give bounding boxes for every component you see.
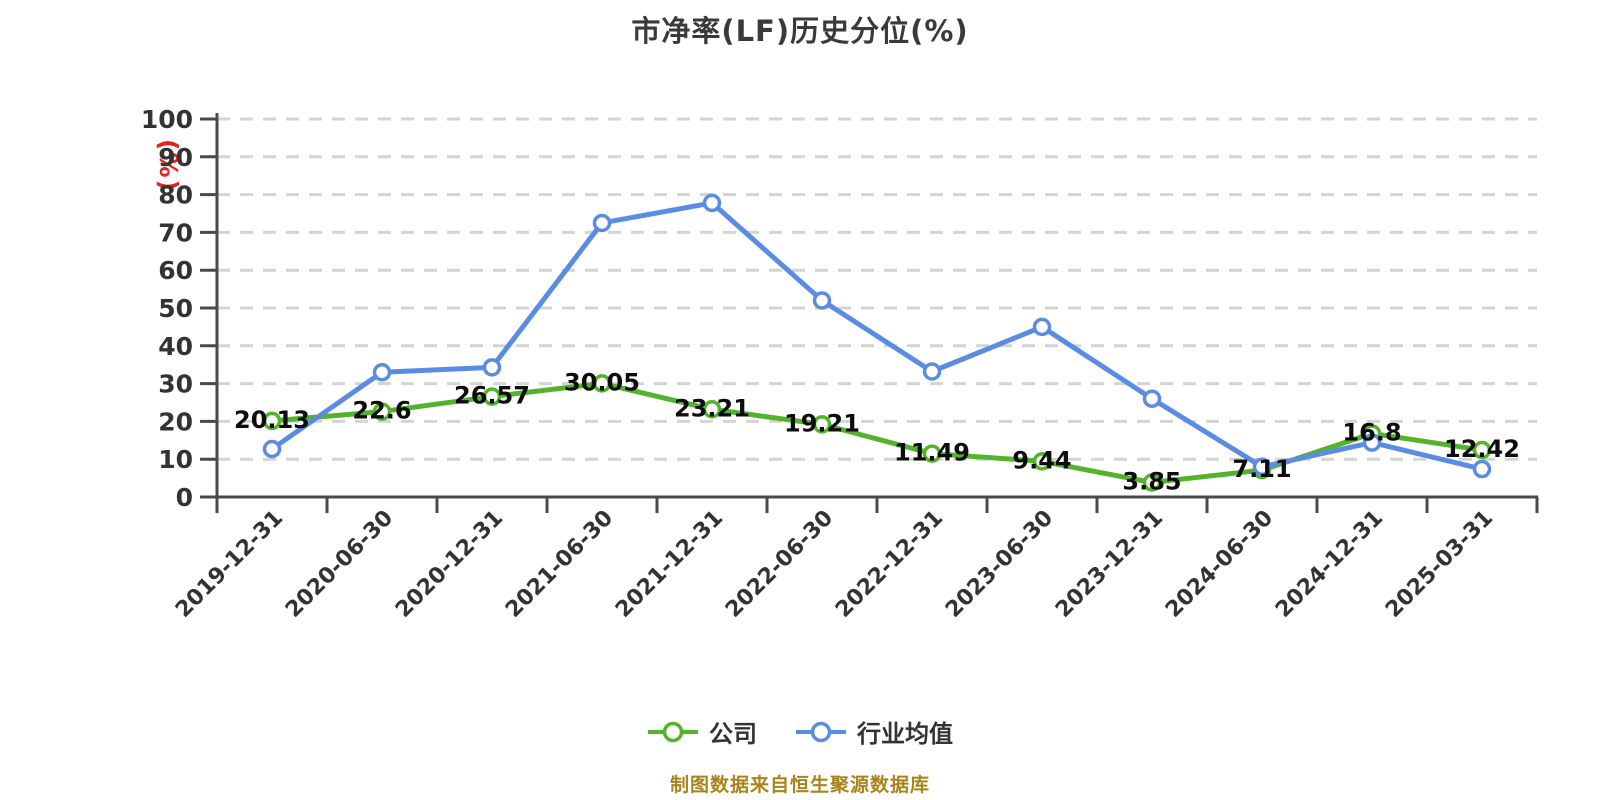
x-tick-label: 2024-12-31: [1271, 506, 1388, 623]
industry-line-marker-icon: [796, 721, 846, 742]
legend-label-company: 公司: [709, 720, 757, 748]
series-line-industry-average[interactable]: [269, 200, 1485, 472]
data-label: 9.44: [1012, 446, 1071, 474]
data-point-marker[interactable]: [812, 291, 832, 310]
data-point-marker[interactable]: [922, 444, 942, 463]
data-point-marker[interactable]: [262, 411, 282, 431]
y-tick-label: 0: [176, 483, 193, 512]
data-point-marker[interactable]: [1032, 452, 1052, 471]
y-tick-label: 90: [158, 143, 193, 172]
y-tick-label: 100: [141, 105, 193, 134]
x-tick-label: 2024-06-30: [1161, 506, 1278, 623]
legend-item-company[interactable]: 公司: [647, 714, 757, 749]
data-point-marker[interactable]: [702, 400, 722, 419]
data-point-marker[interactable]: [482, 358, 502, 377]
data-label: 7.11: [1232, 455, 1291, 483]
legend-label-industry-average: 行业均值: [857, 720, 953, 748]
data-label: 11.49: [894, 439, 970, 467]
data-point-marker[interactable]: [372, 402, 392, 421]
data-point-marker[interactable]: [812, 415, 832, 434]
data-label: 16.8: [1342, 418, 1401, 446]
data-point-marker[interactable]: [922, 362, 942, 381]
chart-title: 市净率(LF)历史分位(%): [631, 14, 969, 48]
data-point-marker[interactable]: [1032, 317, 1052, 337]
data-point-marker[interactable]: [262, 439, 282, 459]
data-label: 12.42: [1444, 435, 1520, 463]
y-tick-label: 60: [158, 256, 193, 285]
data-point-marker[interactable]: [702, 193, 722, 213]
data-point-marker[interactable]: [1142, 473, 1162, 492]
data-point-marker[interactable]: [1142, 389, 1162, 408]
y-tick-label: 50: [158, 294, 193, 323]
y-tick-label: 20: [158, 407, 193, 436]
x-tick-label: 2022-12-31: [831, 506, 948, 623]
x-tick-label: 2023-06-30: [941, 506, 1058, 623]
x-tick-label: 2019-12-31: [171, 506, 288, 623]
data-point-marker[interactable]: [1472, 459, 1492, 479]
x-tick-label: 2023-12-31: [1051, 506, 1168, 623]
data-source-note: 制图数据来自恒生聚源数据库: [669, 774, 930, 796]
company-line-marker-icon: [648, 721, 698, 742]
y-tick-label: 40: [158, 332, 193, 361]
y-tick-label: 70: [158, 218, 193, 247]
data-point-marker[interactable]: [1472, 440, 1492, 460]
x-tick-label: 2025-03-31: [1381, 506, 1498, 623]
legend: 公司 行业均值: [0, 714, 1600, 749]
x-tick-label: 2022-06-30: [721, 506, 838, 623]
data-label: 22.6: [352, 397, 411, 425]
data-label: 30.05: [564, 368, 640, 396]
data-point-marker[interactable]: [482, 387, 502, 406]
data-label: 26.57: [454, 382, 530, 410]
x-tick-label: 2021-06-30: [501, 506, 618, 623]
data-point-marker[interactable]: [592, 374, 612, 393]
legend-item-industry-average[interactable]: 行业均值: [795, 714, 953, 749]
data-label: 20.13: [234, 406, 310, 434]
data-point-marker[interactable]: [1362, 433, 1382, 452]
data-label: 19.21: [784, 409, 860, 437]
data-point-marker[interactable]: [372, 363, 392, 382]
data-point-marker[interactable]: [592, 213, 612, 233]
x-tick-label: 2021-12-31: [611, 506, 728, 623]
data-point-marker[interactable]: [1252, 457, 1272, 477]
y-tick-label: 30: [158, 370, 193, 399]
y-tick-label: 80: [158, 181, 193, 210]
data-label: 23.21: [674, 394, 750, 422]
x-tick-label: 2020-12-31: [391, 506, 508, 623]
x-tick-label: 2020-06-30: [281, 506, 398, 623]
data-label: 3.85: [1122, 467, 1181, 495]
y-tick-label: 10: [158, 445, 193, 474]
